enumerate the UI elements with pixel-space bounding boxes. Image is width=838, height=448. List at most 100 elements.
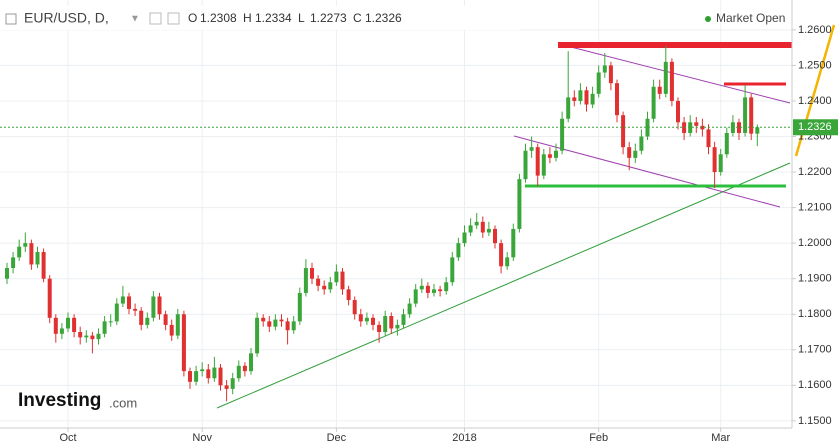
candle-body [328,282,333,290]
candle-body [694,122,699,126]
candle-body [340,271,345,290]
candle-body [206,369,211,379]
candle-body [505,257,510,267]
candle-body [11,257,16,269]
x-tick-label: Mar [711,432,730,444]
ohlc: O 1.2308 H 1.2334 L 1.2273 C 1.2326 [188,11,402,25]
candle-body [194,371,199,382]
ohlc-value: 1.2308 [200,11,237,25]
candle-body [352,300,357,315]
ohlc-key: O [188,11,197,25]
candle-body [651,86,656,119]
y-tick-label: 1.2600 [798,24,832,36]
candle-body [486,228,491,233]
candle-body [273,319,278,327]
candle-body [364,317,369,322]
axes: 1.1500 1.1600 1.1700 1.1800 1.1900 1.2000 1.21… [59,24,838,444]
dropdown[interactable]: ▼ [130,14,140,25]
ohlc-key: C [353,11,362,25]
candle-body [358,314,363,322]
candle-body [737,122,741,133]
candle-body [718,154,723,173]
y-tick-label: 1.2200 [798,166,832,178]
candle-body [78,332,83,338]
candle-body [181,314,186,372]
candle-body [377,324,382,333]
candle-body [59,328,64,334]
candle-body [511,228,516,258]
candle-body [23,243,28,247]
x-tick-label: Nov [192,432,212,444]
candle-body [279,319,284,322]
candle-body [413,289,418,304]
last-price-box [793,119,838,136]
candle-body [41,252,46,279]
candle-body [267,321,272,327]
candle-body [608,65,613,84]
candle-body [566,97,571,119]
candle-body [96,333,101,340]
candle-body [66,317,70,329]
candle-body [242,365,247,372]
candle-body [157,296,162,315]
channel-lower [513,135,781,208]
candle-body [212,367,217,379]
candle-body [401,314,406,325]
candle-body [29,243,34,265]
candle-body [230,378,235,389]
candle-body [529,147,534,151]
candle-body [188,371,192,382]
y-tick-label: 1.1900 [798,273,832,285]
candle-body [450,257,455,283]
y-tick-label: 1.2000 [798,237,832,249]
brand-suffix: .com [109,395,137,410]
candle-body [261,317,266,322]
candle-body [139,310,144,325]
candle-body [749,97,754,134]
icon[interactable] [149,12,162,25]
candle-body [712,147,717,173]
y-tick-label: 1.2500 [798,59,832,71]
candle-body [151,296,156,318]
candle-body [560,118,565,151]
candle-body [17,246,22,258]
x-tick-label: Feb [589,432,608,444]
x-tick-label: Dec [327,432,347,444]
candle-body [621,115,626,148]
brand: Investing [18,390,101,411]
candle-body [127,296,131,309]
candle-body [169,324,174,336]
candle-body [493,228,497,244]
icon[interactable] [167,12,180,25]
candle-body [108,321,113,323]
y-tick-label: 1.1800 [798,308,832,320]
candle-body [133,308,138,311]
candle-body [316,278,321,286]
candle-body [547,154,552,158]
candle-body [84,335,89,338]
candle-body [163,314,168,325]
candle-body [523,150,528,180]
candle-body [572,97,577,101]
candle-body [639,136,644,151]
candle-body [102,321,107,334]
ohlc-value: 1.2326 [365,11,402,25]
candle-body [200,369,205,372]
candle-body [145,317,150,325]
candle-body [688,122,693,133]
candle-body [346,289,351,301]
candle-body [541,154,546,176]
candle-body [249,353,253,372]
candle-body [602,65,607,73]
y-tick-label: 1.1700 [798,344,832,356]
candle-body [114,303,119,322]
candle-body [218,367,223,386]
candle-body [297,292,302,322]
candle-body [425,285,430,293]
symbol: EUR/USD, D, [24,10,109,26]
candle-body [596,72,601,94]
candle-body [383,316,388,333]
candle-body [444,282,449,292]
